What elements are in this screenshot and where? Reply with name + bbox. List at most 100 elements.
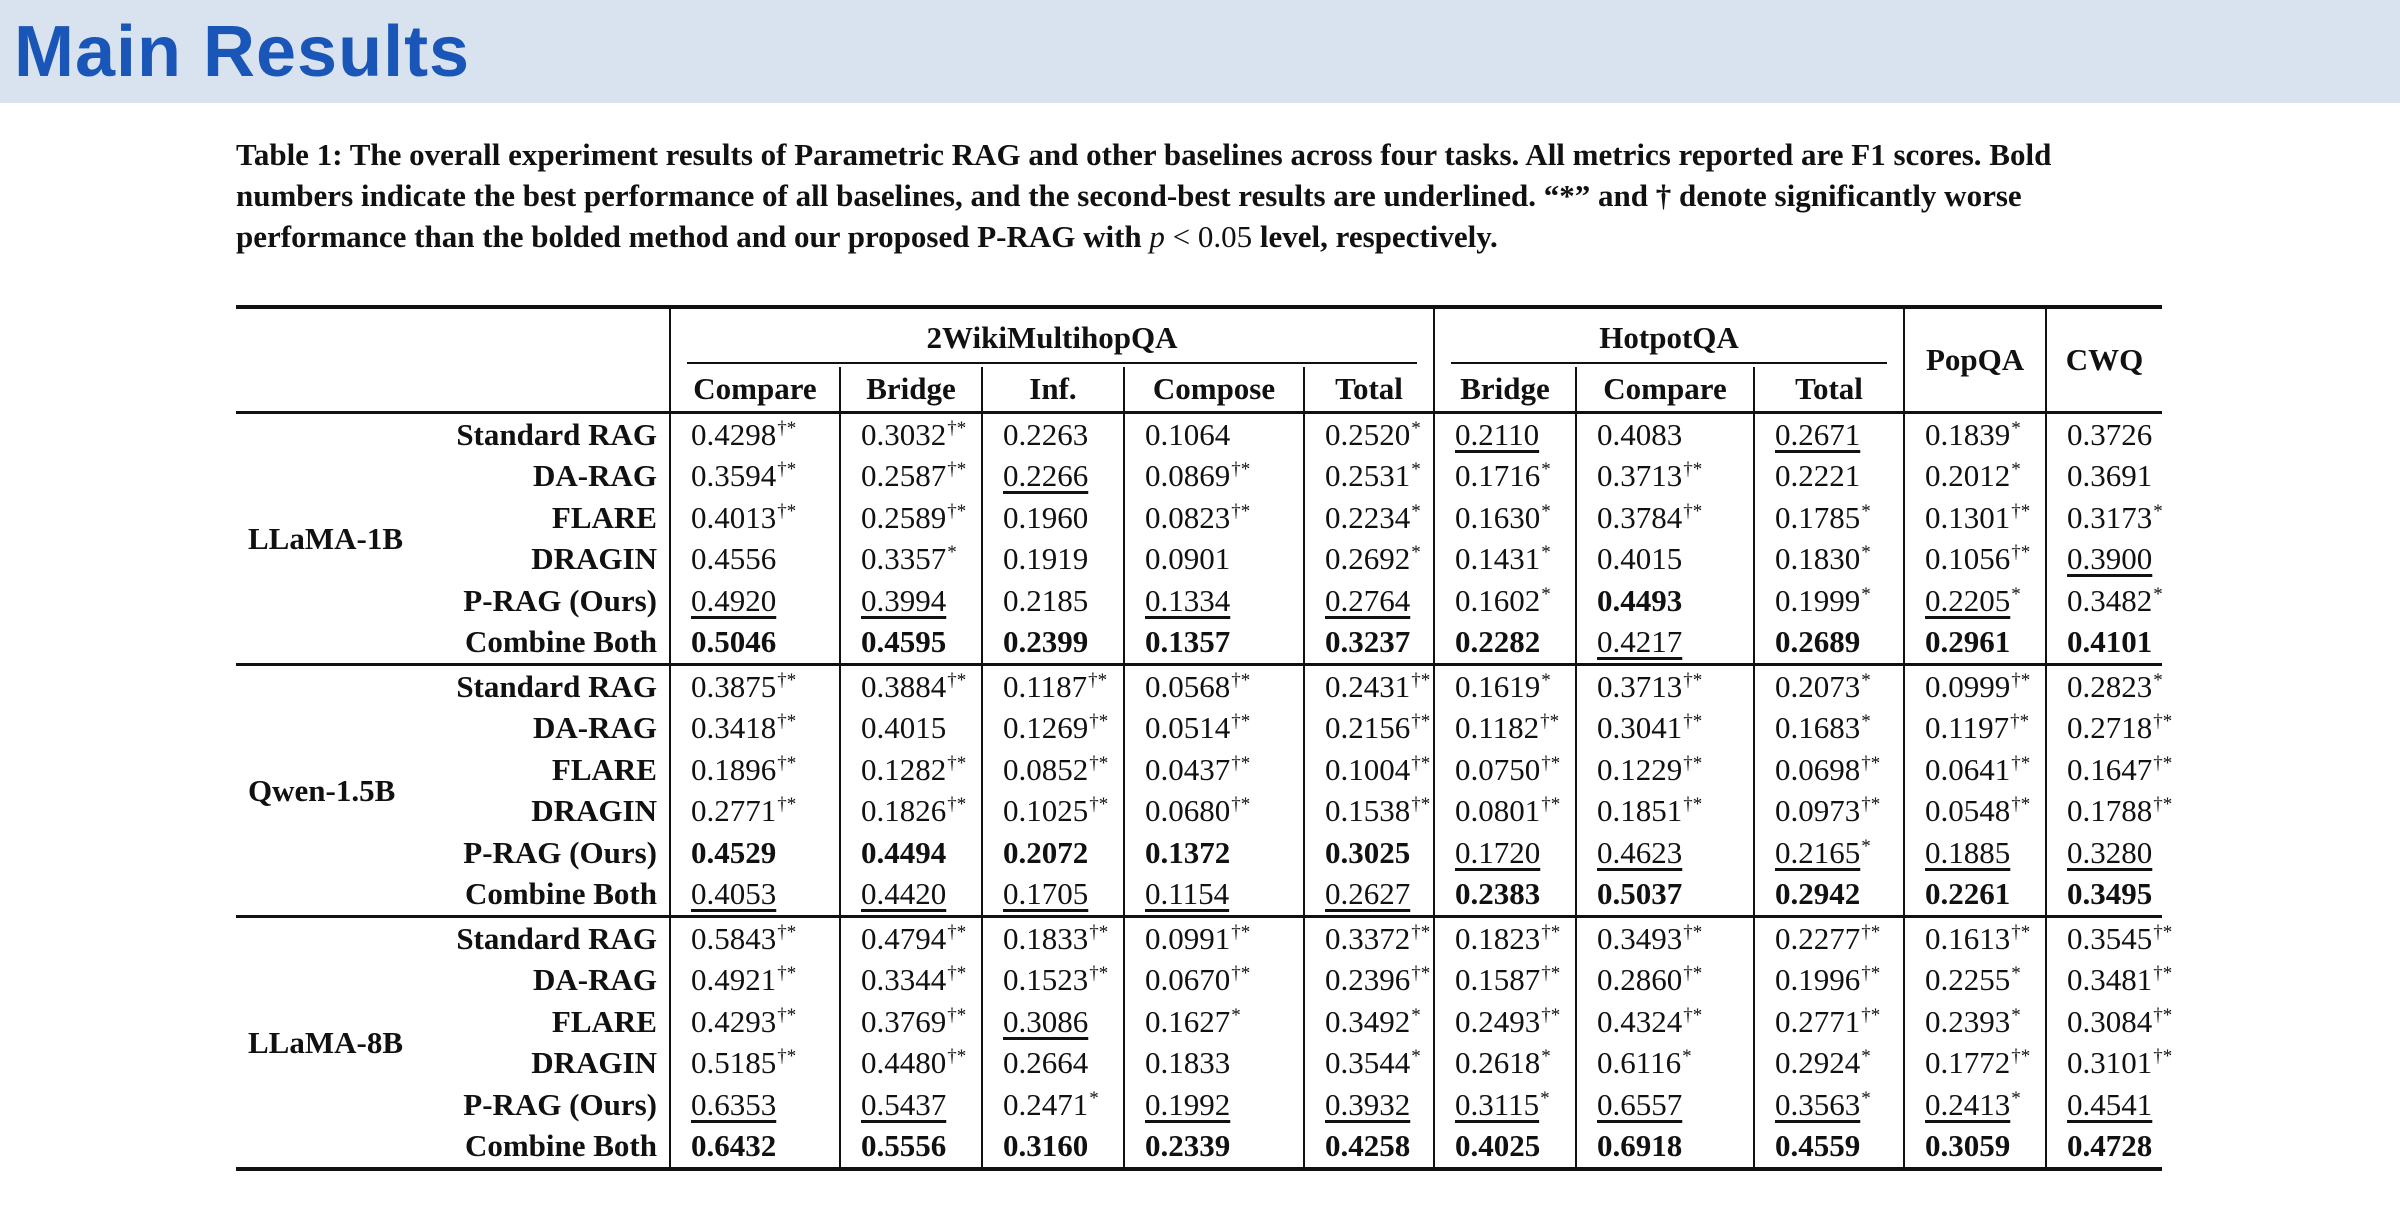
significance-marker: †* xyxy=(1683,963,1703,985)
table-row: Qwen-1.5BDA-RAG0.3418†*0.40150.1269†*0.0… xyxy=(236,707,2172,749)
col-header: Inf. xyxy=(981,367,1124,414)
score-cell: 0.1996†* xyxy=(1753,959,1905,1001)
score-value: 0.2185 xyxy=(1003,582,1089,618)
score-value: 0.3495 xyxy=(2067,876,2153,912)
score-value: 0.4101 xyxy=(2067,624,2153,660)
score-cell: 0.2255* xyxy=(1903,959,2047,1001)
score-value: 0.5037 xyxy=(1597,876,1683,912)
score-cell: 0.4015 xyxy=(1575,538,1755,580)
score-cell: 0.3173* xyxy=(2045,497,2163,539)
score-cell: 0.1154 xyxy=(1123,873,1304,918)
score-value: 0.3059 xyxy=(1925,1128,2011,1164)
score-value: 0.1269 xyxy=(1003,710,1089,746)
significance-marker: †* xyxy=(2153,1004,2173,1026)
score-value: 0.1602 xyxy=(1455,582,1541,618)
score-value: 0.1630 xyxy=(1455,499,1541,535)
score-value: 0.1025 xyxy=(1003,793,1089,829)
score-cell: 0.1187†* xyxy=(981,664,1124,708)
method-name: DRAGIN xyxy=(531,1045,657,1081)
score-cell: 0.1885 xyxy=(1903,832,2047,874)
score-cell: 0.3086 xyxy=(981,1001,1124,1043)
row-label-cell: LLaMA-8BStandard RAG xyxy=(236,917,670,960)
significance-marker: * xyxy=(1411,417,1421,439)
score-value: 0.6557 xyxy=(1597,1086,1683,1122)
score-value: 0.2764 xyxy=(1325,582,1411,618)
page-title: Main Results xyxy=(14,12,471,92)
score-value: 0.1064 xyxy=(1145,416,1231,452)
score-cell: 0.1004†* xyxy=(1302,749,1435,791)
significance-marker: †* xyxy=(1088,669,1108,691)
score-value: 0.2396 xyxy=(1325,962,1411,998)
score-cell: 0.2399 xyxy=(981,621,1124,666)
score-value: 0.2413 xyxy=(1925,1086,2011,1122)
score-value: 0.1716 xyxy=(1455,458,1541,494)
score-value: 0.3932 xyxy=(1325,1086,1411,1122)
score-cell: 0.4595 xyxy=(839,621,982,666)
score-cell: 0.4293†* xyxy=(669,1001,840,1043)
significance-marker: * xyxy=(2011,583,2021,605)
significance-marker: †* xyxy=(1411,921,1431,943)
table-row: LLaMA-8BFLARE0.4293†*0.3769†*0.30860.162… xyxy=(236,1001,2172,1043)
score-value: 0.0901 xyxy=(1145,541,1231,577)
score-value: 0.0680 xyxy=(1145,793,1231,829)
row-label-cell: LLaMA-1BFLARE xyxy=(236,497,670,539)
score-value: 0.3544 xyxy=(1325,1045,1411,1081)
significance-marker: * xyxy=(1411,542,1421,564)
method-name: Combine Both xyxy=(464,624,657,660)
score-cell: 0.4083 xyxy=(1575,412,1755,456)
significance-marker: †* xyxy=(2011,752,2031,774)
score-cell: 0.1647†* xyxy=(2045,749,2172,791)
score-cell: 0.0670†* xyxy=(1123,959,1304,1001)
score-cell: 0.0698†* xyxy=(1753,749,1905,791)
score-value: 0.1992 xyxy=(1145,1086,1231,1122)
score-cell: 0.1839* xyxy=(1903,412,2047,456)
score-value: 0.4728 xyxy=(2067,1128,2153,1164)
table-row: Qwen-1.5BCombine Both 0.4053 0.4420 0.1705 0… xyxy=(236,873,2163,918)
significance-marker: * xyxy=(1861,500,1871,522)
score-value: 0.0698 xyxy=(1775,751,1861,787)
score-cell: 0.1960 xyxy=(981,497,1124,539)
score-cell: 0.3084†* xyxy=(2045,1001,2172,1043)
table-row: LLaMA-8BP-RAG (Ours)0.63530.54370.2471*0… xyxy=(236,1084,2163,1126)
significance-marker: †* xyxy=(947,1046,967,1068)
table-row: LLaMA-1BFLARE0.4013†*0.2589†*0.19600.082… xyxy=(236,497,2163,539)
score-value: 0.1619 xyxy=(1455,668,1541,704)
significance-marker: * xyxy=(1541,500,1551,522)
score-cell: 0.6918 xyxy=(1575,1125,1755,1171)
score-cell: 0.2664 xyxy=(981,1042,1124,1084)
score-value: 0.2383 xyxy=(1455,876,1541,912)
significance-marker: †* xyxy=(777,963,797,985)
score-cell: 0.0852†* xyxy=(981,749,1124,791)
score-cell: 0.2618* xyxy=(1433,1042,1577,1084)
score-value: 0.4053 xyxy=(691,876,777,912)
score-value: 0.3032 xyxy=(861,416,947,452)
score-value: 0.2924 xyxy=(1775,1045,1861,1081)
significance-marker: †* xyxy=(777,669,797,691)
score-cell: 0.2277†* xyxy=(1753,916,1905,960)
significance-marker: †* xyxy=(947,1004,967,1026)
score-cell: 0.2764 xyxy=(1302,580,1435,622)
score-value: 0.3875 xyxy=(691,668,777,704)
score-value: 0.1705 xyxy=(1003,876,1089,912)
significance-marker: †* xyxy=(2153,752,2173,774)
score-value: 0.3493 xyxy=(1597,920,1683,956)
score-value: 0.5185 xyxy=(691,1045,777,1081)
score-cell: 0.3059 xyxy=(1903,1125,2047,1171)
score-value: 0.2860 xyxy=(1597,962,1683,998)
score-cell: 0.4298†* xyxy=(669,412,840,456)
score-value: 0.1830 xyxy=(1775,541,1861,577)
score-cell: 0.4623 xyxy=(1575,832,1755,874)
score-value: 0.3545 xyxy=(2067,920,2153,956)
score-cell: 0.2185 xyxy=(981,580,1124,622)
score-cell: 0.2261 xyxy=(1903,873,2047,918)
score-cell: 0.3769†* xyxy=(839,1001,982,1043)
significance-marker: †* xyxy=(777,794,797,816)
significance-marker: †* xyxy=(1683,500,1703,522)
score-cell: 0.2860†* xyxy=(1575,959,1755,1001)
significance-marker: †* xyxy=(1861,794,1881,816)
score-cell: 0.2396†* xyxy=(1302,959,1435,1001)
significance-marker: †* xyxy=(1231,963,1251,985)
significance-marker: †* xyxy=(947,669,967,691)
score-cell: 0.1833†* xyxy=(981,916,1124,960)
method-name: Standard RAG xyxy=(456,416,657,452)
